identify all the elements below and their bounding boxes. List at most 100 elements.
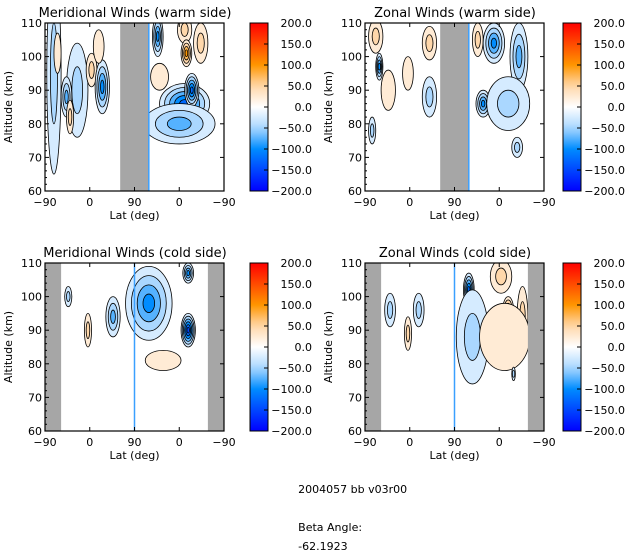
x-axis-label: Lat (deg): [110, 449, 160, 462]
x-tick-label: 0: [496, 196, 503, 209]
contour-0-level-2: [66, 291, 71, 303]
y-tick-label: 60: [348, 185, 362, 198]
y-tick-label: 80: [28, 118, 42, 131]
x-axis-label: Lat (deg): [430, 209, 480, 222]
contour-2-level-2: [415, 301, 422, 319]
colorbar-tick-label: 200.0: [281, 17, 313, 30]
colorbar-tick-label: −50.0: [278, 122, 312, 135]
contour-10-level-4: [184, 49, 189, 58]
contour-4-level-2: [67, 108, 73, 126]
colorbar-tick-label: 0.0: [608, 101, 626, 114]
chart-title: Zonal Winds (warm side): [374, 6, 536, 21]
x-tick-label: −90: [353, 196, 376, 209]
x-tick-label: 90: [128, 196, 142, 209]
contour-1-level-2: [71, 66, 83, 115]
contour-3-level-1: [53, 32, 62, 74]
colorbar-tick-label: 100.0: [281, 299, 313, 312]
chart-title: Zonal Winds (cold side): [379, 246, 531, 261]
contour-3-level-1: [402, 56, 414, 91]
colorbar-tick-label: −50.0: [591, 122, 625, 135]
contour-5-level-2: [425, 86, 434, 108]
colorbar-tick-label: −150.0: [271, 404, 312, 417]
x-tick-label: −90: [212, 436, 235, 449]
colorbar-tick-label: −50.0: [591, 362, 625, 375]
x-tick-label: −90: [33, 196, 56, 209]
colorbar-tick-label: 0.0: [295, 341, 313, 354]
colorbar-tick-label: −200.0: [584, 185, 625, 198]
contour-12-level-1: [150, 62, 169, 91]
plot-area: [45, 23, 224, 191]
colorbar-tick-label: 200.0: [281, 257, 313, 270]
y-tick-label: 80: [348, 358, 362, 371]
y-tick-label: 110: [341, 17, 362, 30]
colorbar-tick-label: 100.0: [281, 59, 313, 72]
colorbar-tick-label: −200.0: [271, 185, 312, 198]
no-data-band: [527, 263, 544, 431]
contour-13-level-2: [514, 141, 521, 153]
y-tick-label: 70: [28, 391, 42, 404]
colorbar-tick-label: 100.0: [594, 59, 626, 72]
panel-zonal-cold: 60 70 80 90 100 110 −90 0 90 0 −90 Zonal Winds (col…: [322, 246, 625, 462]
x-tick-label: 90: [448, 436, 462, 449]
chart-title: Meridional Winds (warm side): [39, 6, 232, 21]
contour-6-level-4: [100, 79, 105, 94]
contour-0-level-2: [371, 27, 380, 46]
x-tick-label: 90: [448, 196, 462, 209]
no-data-band: [120, 23, 149, 191]
figure: 60 70 80 90 100 110 −90 0 90 0 −90 Meridional Winds…: [2, 6, 626, 462]
contour-7-level-1: [144, 349, 182, 371]
no-data-band: [365, 263, 382, 431]
footer-beta-label: Beta Angle:: [298, 521, 363, 534]
colorbar-tick-label: 0.0: [608, 341, 626, 354]
y-tick-label: 90: [28, 324, 42, 337]
no-data-band: [207, 263, 224, 431]
colorbar-tick-label: 50.0: [601, 320, 626, 333]
plot-area: [365, 23, 544, 191]
colorbar-tick-label: −150.0: [584, 404, 625, 417]
contour-5-level-6: [186, 327, 190, 334]
colorbar-tick-label: −100.0: [271, 143, 312, 156]
contour-5-level-2: [88, 61, 95, 79]
contour-10-level-4: [480, 99, 486, 108]
plot-area: [45, 263, 224, 431]
y-tick-label: 110: [21, 257, 42, 270]
contour-2-level-3: [64, 89, 69, 105]
x-tick-label: 0: [176, 436, 183, 449]
contour-8-level-4: [490, 37, 497, 49]
colorbar-tick-label: 50.0: [288, 320, 313, 333]
x-tick-label: 0: [176, 196, 183, 209]
chart-title: Meridional Winds (cold side): [43, 246, 226, 261]
colorbar-tick-label: −150.0: [271, 164, 312, 177]
colorbar-tick-label: 0.0: [295, 101, 313, 114]
y-tick-label: 100: [341, 51, 362, 64]
contour-16-level-3: [166, 116, 192, 131]
x-axis-label: Lat (deg): [110, 209, 160, 222]
y-axis-label: Altitude (km): [2, 311, 15, 383]
y-axis-label: Altitude (km): [2, 71, 15, 143]
y-tick-label: 110: [21, 17, 42, 30]
contour-2-level-1: [380, 69, 396, 111]
contour-7-level-1: [92, 29, 105, 64]
contour-8-level-4: [156, 30, 160, 42]
contour-2-level-3: [110, 309, 116, 324]
footer: 2004057 bb v03r00 Beta Angle: -62.1923: [288, 459, 407, 554]
x-tick-label: 0: [86, 196, 93, 209]
y-tick-label: 60: [28, 425, 42, 438]
contour-12-level-2: [497, 89, 520, 118]
contour-9-level-2: [511, 370, 516, 378]
x-tick-label: −90: [532, 436, 555, 449]
x-tick-label: −90: [532, 196, 555, 209]
contour-9-level-2: [180, 23, 189, 37]
plot-area: [365, 263, 544, 431]
contour-6-level-4: [186, 270, 190, 276]
colorbar-tick-label: −200.0: [271, 425, 312, 438]
colorbar-tick-label: −100.0: [584, 143, 625, 156]
x-axis-label: Lat (deg): [430, 449, 480, 462]
x-tick-label: 0: [406, 436, 413, 449]
y-tick-label: 110: [341, 257, 362, 270]
colorbar-tick-label: 200.0: [594, 257, 626, 270]
contour-6-level-2: [369, 123, 375, 138]
no-data-band: [45, 263, 62, 431]
contour-1-level-2: [405, 324, 411, 343]
colorbar-tick-label: 150.0: [594, 38, 626, 51]
